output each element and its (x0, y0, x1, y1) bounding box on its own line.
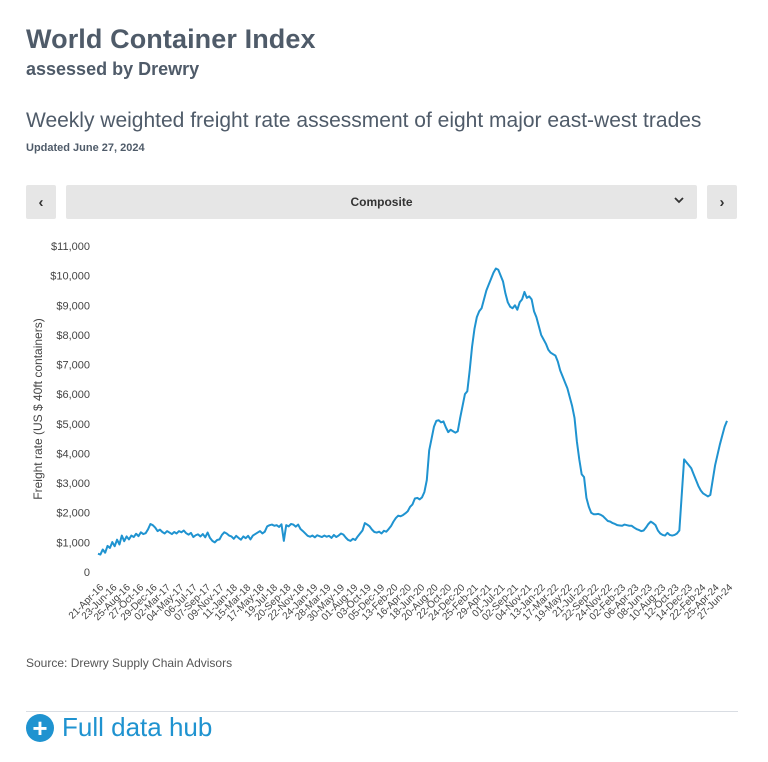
route-selector[interactable]: Composite (66, 185, 697, 219)
full-data-hub-link[interactable]: + Full data hub (26, 712, 212, 743)
page-subtitle: assessed by Drewry (26, 59, 200, 79)
chevron-down-icon (673, 194, 685, 209)
y-tick-label: $2,000 (56, 508, 90, 520)
composite-series-line (97, 267, 728, 556)
y-tick-label: $7,000 (56, 360, 90, 372)
y-tick-label: $11,000 (51, 241, 90, 253)
page-title: World Container Index (26, 24, 316, 54)
line-chart: 0 $1,000 $2,000 $3,000 $4,000 $5,000 $6,000 $7,… (31, 241, 735, 624)
y-axis-label: Freight rate (US $ 40ft containers) (31, 318, 45, 499)
prev-button[interactable]: ‹ (26, 185, 56, 219)
divider (26, 711, 738, 712)
plus-circle-icon: + (26, 713, 54, 742)
updated-date: Updated June 27, 2024 (26, 142, 145, 154)
y-tick-label: $5,000 (56, 419, 90, 431)
source-note: Source: Drewry Supply Chain Advisors (26, 656, 233, 670)
chevron-right-icon: › (719, 193, 725, 211)
selector-value: Composite (350, 195, 413, 209)
y-tick-label: $1,000 (56, 537, 90, 549)
y-tick-label: $9,000 (56, 300, 90, 312)
y-tick-label: $6,000 (56, 389, 90, 401)
next-button[interactable]: › (707, 185, 737, 219)
y-tick-label: 0 (84, 567, 90, 579)
y-tick-label: $4,000 (56, 448, 90, 460)
chevron-left-icon: ‹ (38, 193, 44, 211)
y-tick-label: $8,000 (56, 330, 90, 342)
full-data-hub-label: Full data hub (62, 712, 213, 742)
y-tick-label: $10,000 (50, 271, 90, 283)
chart-headline: Weekly weighted freight rate assessment … (26, 109, 702, 132)
y-tick-label: $3,000 (56, 478, 90, 490)
